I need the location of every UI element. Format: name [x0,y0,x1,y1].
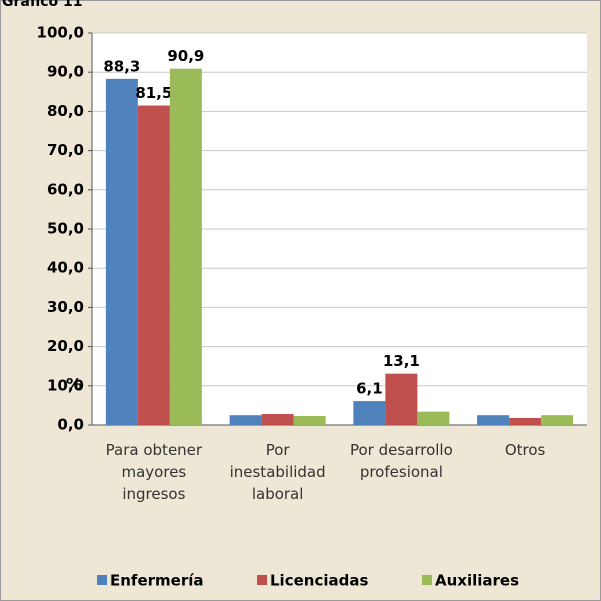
y-tick-label: 60,0 [47,180,84,198]
data-label: 90,9 [167,47,204,65]
x-tick-label: Por desarrollo profesional [349,441,453,481]
bar [137,105,170,426]
bar [229,415,262,425]
legend-swatch [97,575,107,585]
y-tick-label: 30,0 [47,298,84,316]
data-label: 81,5 [135,84,172,102]
bar [417,411,450,425]
legend-label: Auxiliares [435,572,519,590]
bar [261,414,294,425]
y-tick-label: 100,0 [37,24,84,42]
bar [169,68,202,425]
y-tick-label: 40,0 [47,259,84,277]
bar [105,78,138,425]
bar [385,373,418,425]
data-label: 6,1 [356,380,383,398]
y-tick-label: 50,0 [47,220,84,238]
legend-swatch [257,575,267,585]
bar [541,415,574,425]
y-axis-label: % [66,375,82,394]
y-tick-label: 0,0 [57,416,84,434]
x-tick-label: Otros [504,441,546,459]
data-label: 88,3 [103,57,140,75]
y-tick-label: 20,0 [47,337,84,355]
bar [477,415,510,425]
bar [353,401,386,425]
legend-label: Enfermería [110,572,204,590]
bar [293,415,326,425]
data-label: 13,1 [383,352,420,370]
x-tick-label: Para obtener mayores ingresos [105,441,203,503]
bar [509,417,542,425]
chart-title: Gráfico 11 [2,0,83,10]
y-tick-label: 70,0 [47,141,84,159]
y-tick-label: 90,0 [47,63,84,81]
y-tick-label: 80,0 [47,102,84,120]
y-tick-label: 10,0 [47,376,84,394]
x-tick-label: Por inestabilidad laboral [229,441,326,503]
legend-label: Licenciadas [270,572,368,590]
legend-swatch [422,575,432,585]
